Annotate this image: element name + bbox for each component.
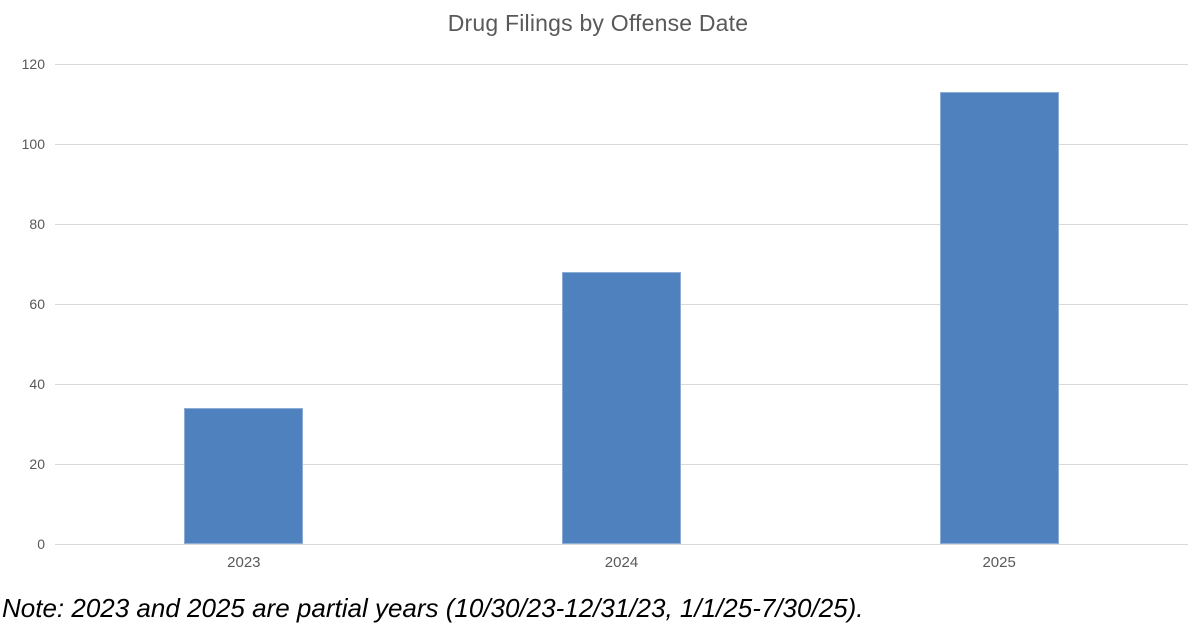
y-tick-label: 120 xyxy=(21,56,45,72)
x-tick-label-2023: 2023 xyxy=(227,554,261,571)
gridline-y-80 xyxy=(55,224,1188,225)
y-tick-label: 80 xyxy=(29,216,45,232)
y-tick-label: 20 xyxy=(29,456,45,472)
gridline-y-0 xyxy=(55,544,1188,545)
gridline-y-120 xyxy=(55,64,1188,65)
bar-2023 xyxy=(184,408,304,544)
gridline-y-100 xyxy=(55,144,1188,145)
chart-title: Drug Filings by Offense Date xyxy=(447,10,749,36)
bar-2024 xyxy=(562,272,681,544)
y-tick-label: 0 xyxy=(37,536,45,552)
y-tick-label: 60 xyxy=(29,296,45,312)
y-tick-label: 40 xyxy=(29,376,45,392)
bar-2025 xyxy=(939,92,1059,544)
footnote: Note: 2023 and 2025 are partial years (1… xyxy=(2,593,864,623)
x-tick-label-2024: 2024 xyxy=(604,554,639,571)
x-tick-label-2025: 2025 xyxy=(982,554,1016,571)
y-tick-label: 100 xyxy=(21,136,45,152)
